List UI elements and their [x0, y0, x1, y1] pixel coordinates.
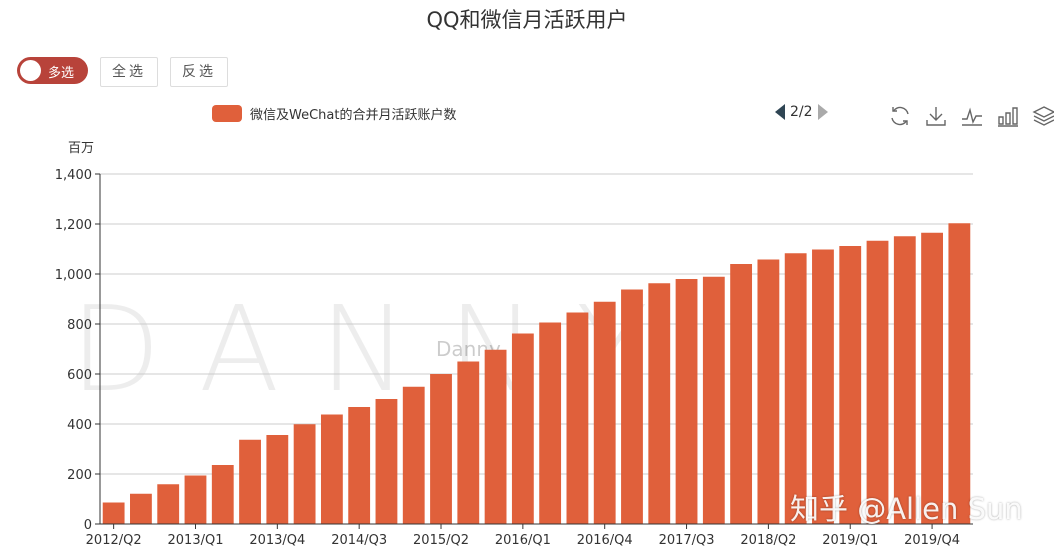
bar: [893, 236, 916, 524]
y-tick-label: 1,200: [55, 218, 92, 233]
x-tick-label: 2016/Q1: [495, 533, 551, 548]
select-all-button[interactable]: 全选: [100, 57, 158, 87]
x-tick-label: 2012/Q2: [86, 533, 142, 548]
x-tick-label: 2013/Q4: [249, 533, 305, 548]
stack-icon[interactable]: [1032, 104, 1054, 128]
y-tick-label: 200: [67, 468, 92, 483]
invert-selection-button[interactable]: 反选: [170, 57, 228, 87]
y-tick-label: 1,400: [55, 168, 92, 183]
next-page-icon[interactable]: [817, 104, 828, 120]
toolbox: [888, 104, 1054, 128]
prev-page-icon[interactable]: [775, 104, 785, 120]
bar: [812, 249, 834, 524]
bar: [130, 493, 152, 524]
x-tick-label: 2014/Q3: [331, 533, 387, 548]
bar: [648, 283, 671, 524]
x-tick-label: 2019/Q4: [904, 533, 960, 548]
bar: [948, 223, 971, 524]
page-indicator: 2/2: [790, 104, 813, 120]
bar: [293, 424, 316, 524]
toggle-label: 多选: [48, 66, 75, 81]
bar: [266, 435, 289, 524]
y-tick-label: 1,000: [55, 268, 92, 283]
x-tick-label: 2019/Q1: [822, 533, 878, 548]
bar: [484, 349, 507, 524]
multi-select-toggle[interactable]: 多选: [17, 57, 88, 84]
bar: [430, 374, 452, 524]
bar: [402, 386, 425, 524]
bar: [320, 414, 343, 524]
bar: [839, 246, 862, 524]
download-icon[interactable]: [924, 104, 948, 128]
bar: [157, 484, 180, 524]
y-tick-label: 0: [84, 518, 92, 533]
x-tick-label: 2015/Q2: [413, 533, 469, 548]
bar: [730, 264, 753, 524]
y-tick-label: 800: [67, 318, 92, 333]
bar: [184, 475, 207, 524]
bar: [539, 322, 562, 524]
x-tick-label: 2017/Q3: [659, 533, 715, 548]
bar: [675, 279, 698, 524]
watermark-zhihu: 知乎 @Allen Sun: [790, 492, 1023, 526]
bar: [621, 289, 643, 524]
legend-pager: 2/2: [775, 104, 828, 120]
line-chart-icon[interactable]: [960, 104, 984, 128]
y-axis-label: 百万: [68, 141, 95, 156]
toggle-knob: [20, 60, 41, 81]
legend-item[interactable]: 微信及WeChat的合并月活跃账户数: [212, 104, 456, 123]
bar: [757, 259, 780, 524]
bar: [784, 253, 807, 524]
legend-swatch: [212, 105, 242, 122]
bar: [593, 301, 616, 524]
x-tick-label: 2016/Q4: [577, 533, 633, 548]
bar: [921, 232, 943, 524]
bar: [702, 276, 725, 524]
bar: [211, 465, 234, 524]
y-tick-label: 400: [67, 418, 92, 433]
refresh-icon[interactable]: [888, 104, 912, 128]
chart-title: QQ和微信月活跃用户: [426, 8, 628, 32]
legend-label: 微信及WeChat的合并月活跃账户数: [250, 108, 457, 123]
y-tick-label: 600: [67, 368, 92, 383]
x-tick-label: 2018/Q2: [740, 533, 796, 548]
bar: [457, 361, 480, 524]
bar: [239, 439, 261, 524]
bar: [866, 240, 889, 524]
bar-chart-icon[interactable]: [996, 104, 1020, 128]
x-tick-label: 2013/Q1: [168, 533, 224, 548]
bar: [566, 312, 589, 524]
bar: [102, 502, 125, 524]
bar: [348, 407, 371, 524]
bar: [511, 333, 534, 524]
bar: [375, 399, 398, 524]
